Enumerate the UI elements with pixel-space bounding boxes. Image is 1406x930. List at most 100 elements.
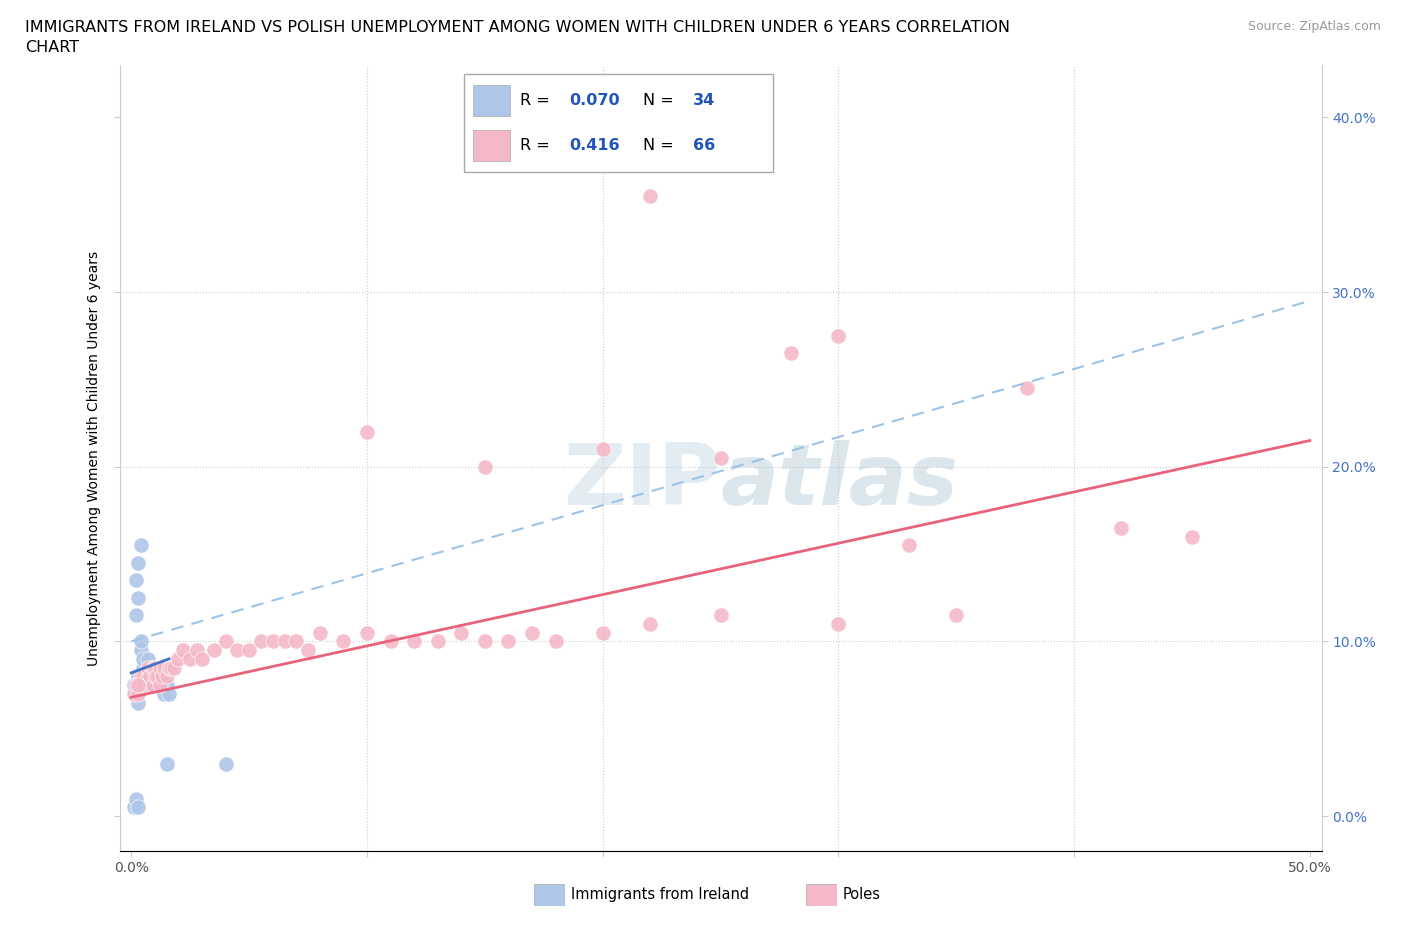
Text: 66: 66 (693, 139, 716, 153)
Point (238, 643, 260, 658)
Text: N =: N = (644, 139, 679, 153)
Point (132, 651, 155, 666)
Point (125, 678, 148, 693)
Point (127, 695, 149, 710)
Point (710, 608, 733, 623)
Point (132, 669, 155, 684)
Point (710, 451, 733, 466)
Point (136, 669, 159, 684)
Point (592, 442, 614, 457)
Point (141, 678, 163, 693)
Point (156, 756, 179, 771)
Text: 34: 34 (693, 93, 716, 108)
Point (474, 459, 496, 474)
Point (544, 634, 567, 649)
Point (143, 660, 166, 675)
Point (285, 634, 308, 649)
Point (226, 643, 249, 658)
Text: atlas: atlas (720, 440, 959, 523)
Point (141, 669, 163, 684)
Text: ZIP: ZIP (562, 440, 720, 523)
Point (262, 634, 284, 649)
Text: 0.416: 0.416 (569, 139, 620, 153)
Point (780, 346, 803, 361)
Point (474, 634, 496, 649)
Text: Immigrants from Ireland: Immigrants from Ireland (571, 887, 749, 902)
Point (132, 660, 155, 675)
Point (191, 651, 214, 666)
Point (297, 643, 319, 658)
Point (450, 625, 472, 640)
Point (214, 756, 236, 771)
Point (139, 669, 162, 684)
Point (125, 791, 148, 806)
Point (127, 591, 149, 605)
Point (136, 660, 159, 675)
Point (827, 328, 849, 343)
Point (827, 617, 849, 631)
Point (426, 634, 449, 649)
Y-axis label: Unemployment Among Women with Children Under 6 years: Unemployment Among Women with Children U… (87, 250, 101, 666)
Text: Poles: Poles (842, 887, 880, 902)
Point (167, 651, 190, 666)
FancyBboxPatch shape (464, 74, 773, 172)
Text: 0.070: 0.070 (569, 93, 620, 108)
Point (202, 643, 225, 658)
Point (1181, 529, 1204, 544)
Point (125, 573, 148, 588)
Text: IMMIGRANTS FROM IRELAND VS POLISH UNEMPLOYMENT AMONG WOMEN WITH CHILDREN UNDER 6: IMMIGRANTS FROM IRELAND VS POLISH UNEMPL… (25, 20, 1011, 35)
Point (214, 634, 236, 649)
Point (163, 660, 186, 675)
Point (125, 686, 148, 701)
Point (129, 634, 152, 649)
Point (157, 660, 180, 675)
Point (153, 660, 176, 675)
Point (136, 651, 159, 666)
Point (945, 608, 967, 623)
Point (127, 678, 149, 693)
Point (122, 800, 145, 815)
Point (122, 686, 145, 701)
Point (157, 686, 180, 701)
Text: R =: R = (520, 139, 554, 153)
Point (1015, 380, 1038, 395)
Point (1111, 521, 1133, 536)
Point (139, 678, 162, 693)
Point (129, 669, 152, 684)
Point (129, 538, 152, 552)
Text: R =: R = (520, 93, 554, 108)
Point (134, 678, 156, 693)
Point (146, 678, 169, 693)
Point (149, 678, 172, 693)
Point (139, 660, 162, 675)
FancyBboxPatch shape (474, 86, 510, 116)
Point (146, 669, 169, 684)
Point (141, 660, 163, 675)
Point (250, 634, 273, 649)
Point (520, 625, 543, 640)
Point (172, 643, 194, 658)
Point (149, 669, 172, 684)
Point (179, 651, 201, 666)
Point (638, 617, 661, 631)
Point (127, 800, 149, 815)
Point (273, 634, 295, 649)
Point (125, 608, 148, 623)
Point (127, 669, 149, 684)
Point (143, 678, 166, 693)
Point (592, 625, 614, 640)
FancyBboxPatch shape (474, 130, 510, 161)
Text: CHART: CHART (25, 40, 79, 55)
Point (898, 538, 921, 552)
Point (136, 660, 159, 675)
Point (156, 669, 179, 684)
Point (380, 634, 402, 649)
Point (143, 669, 166, 684)
Point (143, 669, 166, 684)
Point (160, 660, 183, 675)
Point (129, 643, 152, 658)
Point (150, 669, 173, 684)
Point (356, 625, 378, 640)
Point (127, 686, 149, 701)
Point (498, 634, 520, 649)
